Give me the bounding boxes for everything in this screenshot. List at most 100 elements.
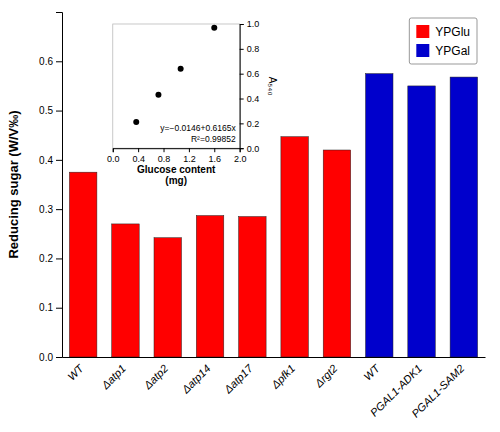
tick-label: Δatp17	[221, 362, 255, 396]
tick-label: 1.0	[247, 19, 260, 29]
inset-x-axis-line	[113, 149, 240, 153]
tick-label: 0.5	[39, 105, 53, 116]
tick-mark	[164, 148, 165, 152]
tick-label: Δpfk1	[268, 362, 297, 391]
tick: 0.6	[39, 56, 62, 67]
title-line: Glucose content	[137, 164, 216, 175]
tick-label: 0.1	[39, 302, 53, 313]
tick: 1.0	[240, 19, 260, 29]
tick: Δatp17	[221, 357, 255, 396]
tick-label: PGAL1-SAM2	[409, 362, 466, 419]
annotation: y=−0.0146+0.6165x	[160, 123, 236, 133]
inset-frame	[113, 24, 240, 148]
tick: 0.6	[240, 69, 260, 79]
annotation: R²=0.99852	[191, 134, 236, 144]
tick: 0.5	[39, 105, 62, 116]
tick: 2.0	[234, 148, 247, 163]
tick: 0.4	[39, 155, 62, 166]
tick: 0.0	[107, 148, 120, 163]
bar	[239, 217, 266, 357]
tick-mark	[56, 258, 62, 259]
tick-label: Δatp14	[179, 362, 213, 396]
tick-mark	[214, 148, 215, 152]
point	[155, 92, 161, 98]
bar	[154, 238, 181, 357]
tick-label: 0.2	[247, 119, 260, 129]
inset-y-axis-title: A₅₄₀	[267, 77, 278, 96]
tick-mark	[56, 357, 62, 358]
tick-label: 1.6	[209, 154, 222, 164]
tick-label: 0.3	[39, 204, 53, 215]
tick-label: 0.8	[247, 44, 260, 54]
tick-label: 1.2	[183, 154, 196, 164]
tick: 0.0	[240, 144, 260, 154]
tick-mark	[240, 74, 244, 75]
inset-x-axis: 0.0 0.4 0.8 1.2 1.6 2.0	[107, 148, 246, 163]
tick: 0.0	[39, 352, 62, 363]
legend-swatch	[416, 25, 429, 38]
tick-mark	[240, 99, 244, 100]
tick-mark	[240, 49, 244, 50]
tick-mark	[56, 209, 62, 210]
inset-y-axis-line	[240, 25, 243, 149]
legend-swatch	[416, 44, 429, 57]
y-axis: 0.0 0.1 0.2 0.3 0.4 0.5 0.6	[39, 13, 62, 363]
chart: 0.00.10.20.30.40.50.6WTΔatp1Δatp2Δatp14Δ…	[0, 0, 500, 432]
tick-label: WT	[361, 361, 382, 382]
tick-label: 0.0	[107, 154, 120, 164]
tick-mark	[56, 308, 62, 309]
tick-mark	[56, 160, 62, 161]
tick-mark	[240, 123, 244, 124]
points	[133, 25, 217, 125]
bar	[366, 74, 393, 357]
tick-label: 0.4	[39, 155, 53, 166]
tick: Δpfk1	[268, 357, 297, 391]
legend-box	[409, 18, 477, 64]
plot-area: 0.00.10.20.30.40.50.6WTΔatp1Δatp2Δatp14Δ…	[6, 13, 486, 420]
inset: 0.00.40.81.21.62.00.00.20.40.60.81.0Gluc…	[107, 19, 278, 186]
bar	[69, 172, 96, 357]
legend-item: YPGal	[416, 44, 470, 58]
tick-mark	[56, 111, 62, 112]
tick-label: 0.0	[39, 352, 53, 363]
tick-label: 0.4	[132, 154, 145, 164]
tick-label: 0.0	[247, 144, 260, 154]
legend: YPGlu YPGal	[409, 18, 477, 64]
y-axis-title: Reducing sugar (W/V‰)	[6, 110, 21, 258]
x-axis: WT Δatp1 Δatp2 Δatp14Δatp17 Δpfk1 Δrgt2 WT PGAL…	[63, 357, 486, 420]
tick: Δatp1	[98, 357, 128, 392]
tick-label: Δrgt2	[312, 362, 340, 390]
tick-mark	[189, 148, 190, 152]
tick: 0.3	[39, 204, 62, 215]
legend-item: YPGlu	[416, 25, 470, 39]
tick: 0.1	[39, 302, 62, 313]
tick-label: 0.6	[247, 69, 260, 79]
bar	[408, 86, 435, 357]
tick-mark	[240, 24, 244, 25]
title-line: (mg)	[165, 175, 187, 186]
tick: 0.2	[240, 119, 260, 129]
inset-y-axis: 0.0 0.2 0.4 0.6 0.8 1.0	[240, 19, 260, 153]
tick-label: 2.0	[234, 154, 247, 164]
y-axis-line	[56, 13, 63, 358]
bar	[450, 77, 477, 357]
tick-label: 0.6	[39, 56, 53, 67]
bar	[281, 137, 308, 357]
tick-label: WT	[65, 361, 86, 382]
tick: 1.2	[183, 148, 196, 163]
tick: 0.8	[240, 44, 260, 54]
tick-label: 0.2	[39, 253, 53, 264]
tick-mark	[113, 148, 114, 152]
tick-label: 0.8	[158, 154, 171, 164]
tick: WT	[65, 357, 86, 383]
tick: 0.4	[240, 94, 260, 104]
tick: Δatp14	[179, 357, 213, 396]
tick-mark	[240, 148, 244, 149]
inset-x-axis-title: Glucose content(mg)	[137, 164, 216, 186]
tick: Δrgt2	[312, 357, 340, 390]
tick-label: Δatp1	[98, 362, 128, 392]
bar	[323, 150, 350, 357]
tick: 0.8	[158, 148, 171, 163]
tick-label: Δatp2	[141, 362, 171, 392]
tick: Δatp2	[141, 357, 171, 392]
